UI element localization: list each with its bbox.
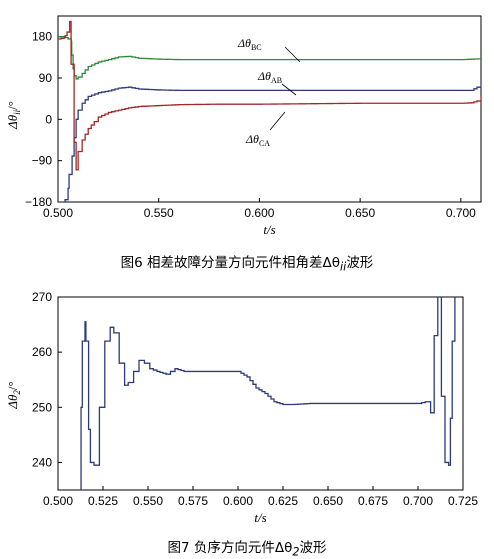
y-axis-label-main: Δθ	[5, 394, 20, 410]
figure7-caption: 图7 负序方向元件Δθ2波形	[167, 540, 327, 559]
y-axis-label-text: Δθ2/°	[5, 381, 22, 409]
series-label-leader	[281, 83, 297, 96]
x-tick-label: 0.600	[244, 206, 274, 220]
chart-phase-difference: 0.500 0.550 0.600 0.650 0.700 180 90 0 −90 −180 t/…	[5, 15, 482, 237]
y-axis-label: Δθii/°	[5, 101, 22, 130]
series-label-BC-sub: BC	[251, 43, 262, 52]
y-tick-label: 250	[32, 400, 52, 414]
series-label-AB: ΔθAB	[257, 69, 282, 85]
x-tick-label: 0.650	[313, 494, 343, 508]
series-label-AB-sub: AB	[271, 76, 282, 85]
x-tick-label: 0.700	[446, 206, 476, 220]
series-label-BC: ΔθBC	[237, 36, 262, 52]
y-tick-label: 260	[32, 345, 52, 359]
x-tick-label: 0.550	[144, 206, 174, 220]
figure6-caption: 图6 相差故障分量方向元件相角差Δθii波形	[120, 255, 374, 274]
y-tick-label: −90	[32, 154, 53, 168]
series-label-AB-main: Δθ	[257, 69, 271, 83]
y-tick-label: 90	[39, 71, 53, 85]
x-tick-label: 0.625	[268, 494, 298, 508]
x-tick-label: 0.725	[448, 494, 478, 508]
y-axis-label-unit: /°	[5, 101, 20, 110]
series-label-CA: ΔθCA	[245, 132, 270, 148]
y-tick-label: −180	[25, 195, 52, 209]
series-group	[58, 20, 481, 202]
series-group	[80, 297, 456, 490]
series-line-CA	[58, 20, 481, 171]
x-tick-label: 0.550	[133, 494, 163, 508]
x-axis-label: t/s	[254, 510, 266, 525]
series-line-AB	[58, 82, 481, 202]
series-label-CA-sub: CA	[259, 139, 270, 148]
plot-frame	[57, 15, 482, 203]
series-label-BC-main: Δθ	[237, 36, 251, 50]
series-line-Δθ2	[80, 297, 456, 490]
plot-frame	[57, 296, 464, 491]
series-label-leader	[284, 46, 301, 63]
x-axis-label: t/s	[263, 222, 275, 237]
x-tick-label: 0.500	[43, 206, 73, 220]
y-axis-label-sub: ii	[12, 109, 22, 115]
chart-negative-sequence: 0.500 0.525 0.550 0.575 0.600 0.625 0.650 0.675…	[5, 290, 478, 525]
y-axis-label-sub: 2	[12, 390, 22, 395]
x-tick-label: 0.675	[358, 494, 388, 508]
series-line-BC	[58, 36, 481, 80]
y-axis-label-main: Δθ	[5, 114, 20, 130]
x-tick-label: 0.525	[88, 494, 118, 508]
y-axis-label-text: Δθii/°	[5, 101, 22, 130]
y-tick-label: 240	[32, 455, 52, 469]
y-tick-label: 180	[32, 30, 52, 44]
x-tick-label: 0.500	[43, 494, 73, 508]
series-label-CA-main: Δθ	[245, 132, 259, 146]
x-tick-label: 0.700	[403, 494, 433, 508]
y-axis-label-unit: /°	[5, 381, 20, 390]
y-tick-label: 0	[45, 112, 52, 126]
series-label-leader	[269, 111, 286, 131]
y-axis-label: Δθ2/°	[5, 381, 22, 409]
x-tick-label: 0.600	[223, 494, 253, 508]
x-tick-label: 0.575	[178, 494, 208, 508]
x-tick-label: 0.650	[345, 206, 375, 220]
y-tick-label: 270	[32, 290, 52, 304]
